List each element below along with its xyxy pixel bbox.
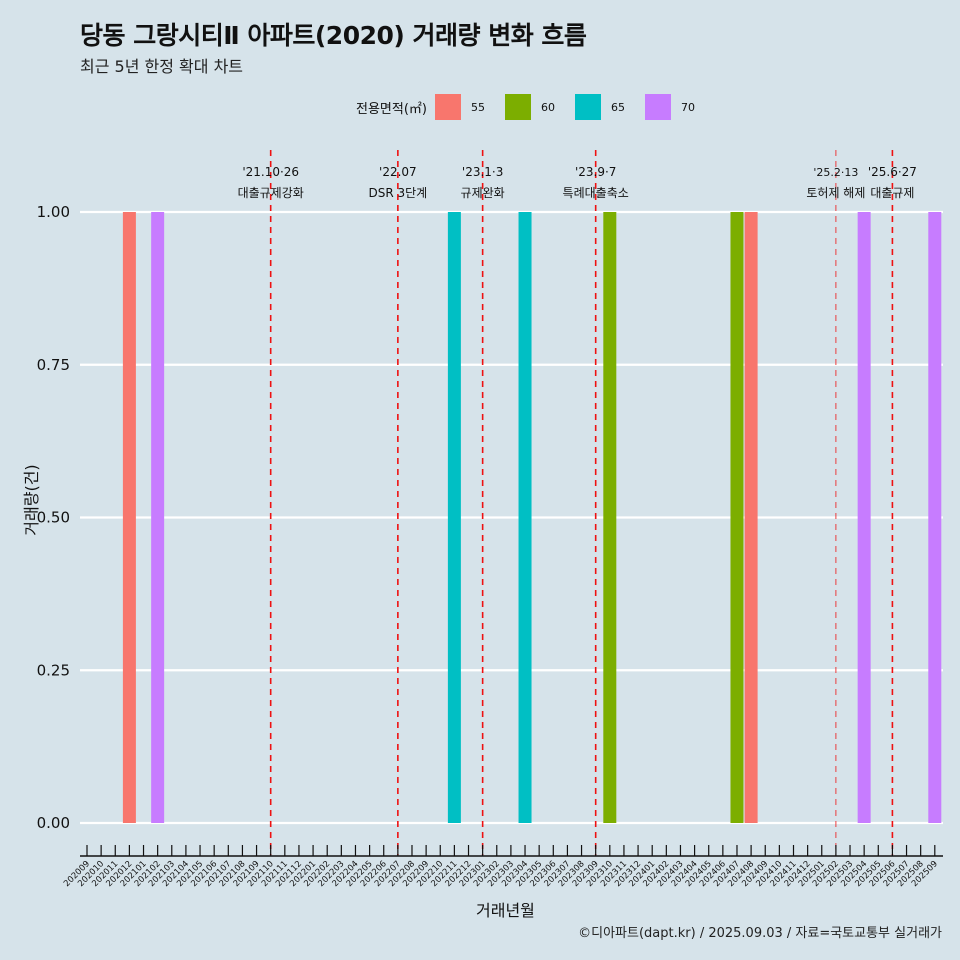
y-tick-label: 0.00 (37, 814, 70, 832)
y-tick-label: 0.25 (37, 661, 70, 679)
legend-label-70: 70 (680, 100, 695, 114)
y-tick-label: 1.00 (37, 203, 70, 221)
legend-label-60: 60 (540, 100, 555, 114)
bar-202310-60 (603, 212, 617, 823)
legend-key-70 (644, 94, 671, 120)
legend-title: 전용면적(㎡) (356, 101, 427, 117)
bar-202504-70 (857, 212, 871, 823)
event-date-202110: '21.10·26 (242, 165, 299, 179)
event-label-202207: DSR 3단계 (368, 186, 427, 200)
event-label-202502: 토허제 해제 (806, 186, 865, 200)
source-caption: ©디아파트(dapt.kr) / 2025.09.03 / 자료=국토교통부 실… (578, 926, 942, 941)
legend-key-60 (504, 94, 531, 120)
event-label-202301: 규제완화 (461, 186, 505, 200)
bar-202509-70 (928, 212, 942, 823)
event-date-202309: '23.9·7 (575, 165, 616, 179)
event-label-202309: 특례대출축소 (563, 186, 629, 200)
legend-key-55 (434, 94, 461, 120)
event-date-202502: '25.2·13 (813, 166, 858, 179)
legend: 전용면적(㎡) 55 60 65 70 (356, 94, 715, 120)
event-date-202301: '23.1·3 (462, 165, 503, 179)
event-date-202207: '22.07 (379, 165, 417, 179)
y-tick-label: 0.50 (37, 509, 70, 527)
bar-202408-55 (744, 212, 758, 823)
bar-202012-55 (122, 212, 136, 823)
bar-202211-65 (447, 212, 461, 823)
event-label-202506: 대출규제 (870, 186, 914, 200)
legend-label-65: 65 (610, 100, 625, 114)
chart-title: 당동 그랑시티Ⅱ 아파트(2020) 거래량 변화 흐름 (80, 21, 587, 50)
event-date-202506: '25.6·27 (868, 165, 917, 179)
event-label-202110: 대출규제강화 (238, 186, 304, 200)
legend-label-55: 55 (470, 100, 485, 114)
bar-202407-60 (730, 212, 744, 823)
bar-202304-65 (518, 212, 532, 823)
legend-key-65 (574, 94, 601, 120)
y-axis-label: 거래량(건) (22, 464, 41, 536)
bar-202102-70 (151, 212, 165, 823)
x-axis-label: 거래년월 (476, 901, 535, 920)
chart-subtitle: 최근 5년 한정 확대 차트 (80, 57, 244, 76)
y-tick-label: 0.75 (37, 356, 70, 374)
